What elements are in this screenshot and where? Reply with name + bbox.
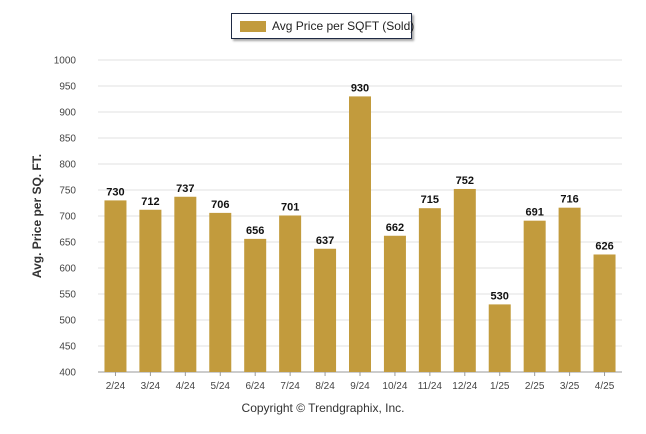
x-tick-label: 4/24 <box>176 381 196 392</box>
y-tick-label: 800 <box>59 160 76 171</box>
y-tick-label: 500 <box>59 316 76 327</box>
data-label: 930 <box>351 82 369 94</box>
y-tick-label: 750 <box>59 186 76 197</box>
bar <box>139 209 162 372</box>
bar <box>383 235 406 372</box>
data-label: 701 <box>281 201 299 213</box>
bar <box>314 248 337 372</box>
bar <box>523 220 546 372</box>
data-label: 712 <box>141 196 159 208</box>
bar <box>174 196 197 372</box>
data-label: 530 <box>491 290 509 302</box>
x-tick-label: 11/24 <box>418 381 443 392</box>
copyright-footer: Copyright © Trendgraphix, Inc. <box>241 401 405 415</box>
y-tick-label: 550 <box>59 290 76 301</box>
data-label: 691 <box>525 207 543 219</box>
x-tick-label: 9/24 <box>350 381 370 392</box>
bar <box>279 215 302 372</box>
bar <box>349 96 371 373</box>
data-label: 730 <box>106 186 124 198</box>
legend: Avg Price per SQFT (Sold) <box>231 13 415 39</box>
data-label: 716 <box>560 194 578 206</box>
x-tick-label: 2/25 <box>525 381 545 392</box>
data-label: 626 <box>595 240 613 252</box>
x-tick-label: 10/24 <box>382 381 407 392</box>
x-tick-label: 3/25 <box>560 381 580 392</box>
legend-label: Avg Price per SQFT (Sold) <box>272 19 415 33</box>
x-tick-label: 4/25 <box>595 381 615 392</box>
x-tick-label: 7/24 <box>280 381 300 392</box>
x-tick-label: 2/24 <box>106 381 126 392</box>
y-tick-label: 950 <box>59 82 76 93</box>
data-label: 706 <box>211 199 229 211</box>
y-tick-label: 450 <box>59 342 76 353</box>
y-tick-label: 400 <box>59 368 76 379</box>
legend-swatch <box>240 21 266 32</box>
bar <box>209 212 232 372</box>
x-tick-label: 8/24 <box>315 381 335 392</box>
x-tick-label: 6/24 <box>245 381 265 392</box>
bar <box>558 207 581 372</box>
y-tick-label: 1000 <box>54 56 77 67</box>
bar <box>244 238 267 372</box>
bar <box>104 200 127 372</box>
y-tick-label: 850 <box>59 134 76 145</box>
bar <box>418 208 441 372</box>
x-tick-label: 12/24 <box>452 381 477 392</box>
y-tick-label: 700 <box>59 212 76 223</box>
x-tick-label: 5/24 <box>211 381 231 392</box>
x-tick-label: 3/24 <box>141 381 161 392</box>
data-label: 752 <box>456 175 474 187</box>
y-axis-label: Avg. Price per SQ. FT. <box>30 154 44 278</box>
bar <box>488 304 511 372</box>
y-tick-label: 600 <box>59 264 76 275</box>
bar <box>453 188 476 372</box>
data-label: 715 <box>421 194 439 206</box>
data-label: 737 <box>176 183 194 195</box>
x-tick-label: 1/25 <box>490 381 510 392</box>
y-tick-label: 650 <box>59 238 76 249</box>
y-tick-label: 900 <box>59 108 76 119</box>
data-label: 637 <box>316 235 334 247</box>
data-label: 656 <box>246 225 264 237</box>
data-label: 662 <box>386 222 404 234</box>
bar <box>593 254 616 372</box>
